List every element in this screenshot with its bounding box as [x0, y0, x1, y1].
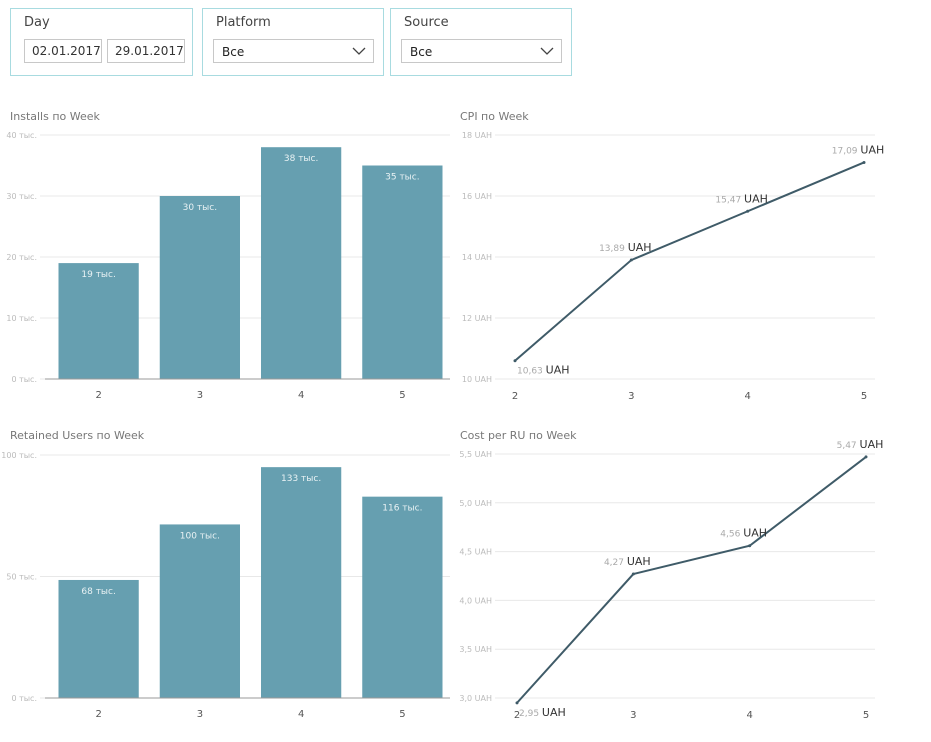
bar: [362, 165, 443, 379]
x-tick-label: 3: [197, 709, 203, 720]
data-point: [862, 160, 866, 164]
bar: [159, 524, 240, 698]
bar: [362, 496, 443, 698]
y-tick-label: 3,5 UAH: [459, 645, 492, 654]
source-slicer: Source Все: [390, 8, 572, 76]
bar: [261, 147, 342, 379]
bar-data-label: 38 тыс.: [284, 154, 318, 164]
bar: [261, 467, 342, 698]
y-tick-label: 50 тыс.: [6, 573, 37, 582]
series-line: [516, 456, 867, 704]
point-data-label: 4,56 UAH: [720, 527, 767, 540]
y-tick-label: 10 тыс.: [6, 314, 37, 323]
x-tick-label: 3: [630, 710, 636, 721]
x-tick-label: 4: [744, 391, 750, 402]
cpi-chart-title: CPI по Week: [460, 110, 529, 123]
data-point: [629, 258, 633, 262]
bar-data-label: 35 тыс.: [385, 173, 419, 183]
installs-chart-title: Installs по Week: [10, 110, 100, 123]
point-data-label: 10,63 UAH: [517, 364, 570, 377]
bar: [58, 263, 139, 379]
cpi-line-chart[interactable]: 10 UAH 12 UAH 14 UAH 16 UAH 18 UAH 10,63 UAH 2…: [455, 125, 895, 410]
y-tick-label: 4,5 UAH: [459, 548, 492, 557]
point-data-label: 4,27 UAH: [604, 555, 651, 568]
point-data-label: 15,47 UAH: [715, 192, 768, 205]
bar-data-label: 116 тыс.: [382, 504, 422, 514]
platform-slicer: Platform Все: [202, 8, 384, 76]
y-tick-label: 20 тыс.: [6, 253, 37, 262]
bar: [159, 196, 240, 379]
retained-chart-title: Retained Users по Week: [10, 429, 145, 442]
x-tick-label: 5: [861, 391, 867, 402]
point-data-label: 5,47 UAH: [837, 438, 884, 451]
chevron-down-icon: [540, 47, 554, 55]
x-tick-label: 2: [512, 391, 518, 402]
x-tick-label: 3: [197, 390, 203, 401]
y-tick-label: 4,0 UAH: [459, 596, 492, 605]
y-tick-label: 30 тыс.: [6, 192, 37, 201]
x-tick-label: 5: [863, 710, 869, 721]
data-point: [513, 359, 517, 363]
platform-value: Все: [222, 45, 245, 59]
source-value: Все: [410, 45, 433, 59]
y-tick-label: 0 тыс.: [11, 694, 37, 703]
cost-per-ru-chart-title: Cost per RU по Week: [460, 429, 577, 442]
data-point: [864, 455, 868, 459]
x-tick-label: 2: [95, 709, 101, 720]
source-dropdown[interactable]: Все: [401, 39, 562, 63]
x-tick-label: 5: [399, 709, 405, 720]
data-point: [748, 544, 752, 548]
cost-per-ru-line-chart[interactable]: 3,0 UAH 3,5 UAH 4,0 UAH 4,5 UAH 5,0 UAH 5,5 U…: [455, 438, 895, 730]
bar-data-label: 30 тыс.: [183, 203, 217, 213]
y-tick-label: 5,5 UAH: [459, 450, 492, 459]
y-tick-label: 3,0 UAH: [459, 694, 492, 703]
y-tick-label: 14 UAH: [462, 253, 492, 262]
x-tick-label: 4: [298, 709, 304, 720]
bar: [58, 579, 139, 698]
platform-dropdown[interactable]: Все: [213, 39, 374, 63]
y-tick-label: 100 тыс.: [1, 451, 37, 460]
day-slicer: Day 02.01.2017 29.01.2017: [10, 8, 193, 76]
y-tick-label: 40 тыс.: [6, 131, 37, 140]
y-tick-label: 18 UAH: [462, 131, 492, 140]
point-data-label: 17,09 UAH: [832, 143, 885, 156]
platform-slicer-title: Platform: [216, 15, 271, 30]
x-tick-label: 5: [399, 390, 405, 401]
y-tick-label: 10 UAH: [462, 375, 492, 384]
x-tick-label: 2: [95, 390, 101, 401]
y-tick-label: 16 UAH: [462, 192, 492, 201]
data-point: [515, 701, 519, 705]
bar-data-label: 133 тыс.: [281, 474, 321, 484]
bar-data-label: 68 тыс.: [81, 587, 115, 597]
data-point: [746, 209, 750, 213]
source-slicer-title: Source: [404, 15, 449, 30]
x-tick-label: 2: [514, 710, 520, 721]
day-slicer-title: Day: [24, 15, 50, 30]
x-tick-label: 4: [298, 390, 304, 401]
bar-data-label: 19 тыс.: [81, 270, 115, 280]
y-tick-label: 12 UAH: [462, 314, 492, 323]
y-tick-label: 0 тыс.: [11, 375, 37, 384]
x-tick-label: 3: [628, 391, 634, 402]
bar-data-label: 100 тыс.: [180, 531, 220, 541]
retained-bar-chart[interactable]: 0 тыс. 50 тыс. 100 тыс. 68 тыс. 2 100 тыс. 3 13…: [0, 445, 460, 730]
installs-bar-chart[interactable]: 0 тыс. 10 тыс. 20 тыс. 30 тыс. 40 тыс. 19 тыс…: [0, 125, 460, 410]
start-date-input[interactable]: 02.01.2017: [24, 39, 102, 63]
y-tick-label: 5,0 UAH: [459, 499, 492, 508]
series-line: [514, 161, 865, 362]
end-date-input[interactable]: 29.01.2017: [107, 39, 185, 63]
x-tick-label: 4: [746, 710, 752, 721]
chevron-down-icon: [352, 47, 366, 55]
data-point: [631, 572, 635, 576]
point-data-label: 2,95 UAH: [519, 706, 566, 719]
point-data-label: 13,89 UAH: [599, 241, 652, 254]
